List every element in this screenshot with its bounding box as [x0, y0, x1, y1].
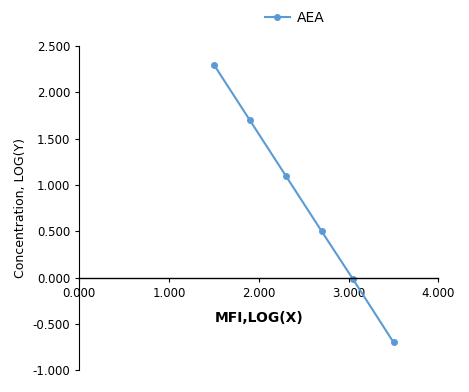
AEA: [247, 118, 253, 123]
Y-axis label: Concentration, LOG(Y): Concentration, LOG(Y): [14, 138, 27, 278]
AEA: [350, 277, 356, 282]
Legend: AEA: AEA: [265, 11, 325, 25]
AEA: [391, 340, 396, 345]
AEA: [319, 229, 325, 234]
AEA: [283, 173, 288, 178]
AEA: [211, 62, 217, 67]
Line: AEA: AEA: [211, 62, 396, 345]
X-axis label: MFI,LOG(X): MFI,LOG(X): [214, 311, 303, 325]
